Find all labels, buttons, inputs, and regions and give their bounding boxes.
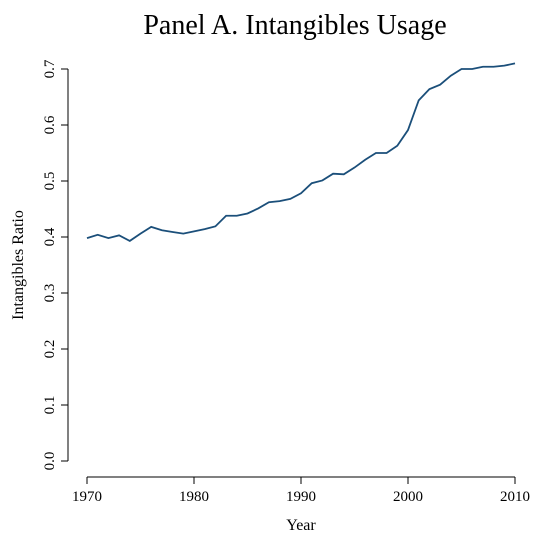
y-tick-label: 0.7 (42, 59, 58, 78)
x-tick-label: 1970 (72, 489, 102, 505)
x-tick-label: 2010 (500, 489, 530, 505)
y-tick-label: 0.5 (42, 172, 58, 191)
x-tick-label: 2000 (393, 489, 423, 505)
y-axis-label: Intangibles Ratio (10, 210, 27, 320)
y-tick-label: 0.4 (42, 227, 58, 246)
data-line (86, 62, 516, 242)
x-tick-label: 1980 (179, 489, 209, 505)
x-tick-label: 1990 (286, 489, 316, 505)
y-tick-label: 0.2 (42, 340, 58, 359)
y-tick-label: 0.6 (42, 115, 58, 134)
chart-title: Panel A. Intangibles Usage (143, 10, 446, 41)
x-axis-label: Year (286, 517, 316, 534)
y-tick-label: 0.0 (42, 452, 58, 471)
y-tick-label: 0.1 (42, 396, 58, 415)
y-tick-label: 0.3 (42, 284, 58, 303)
